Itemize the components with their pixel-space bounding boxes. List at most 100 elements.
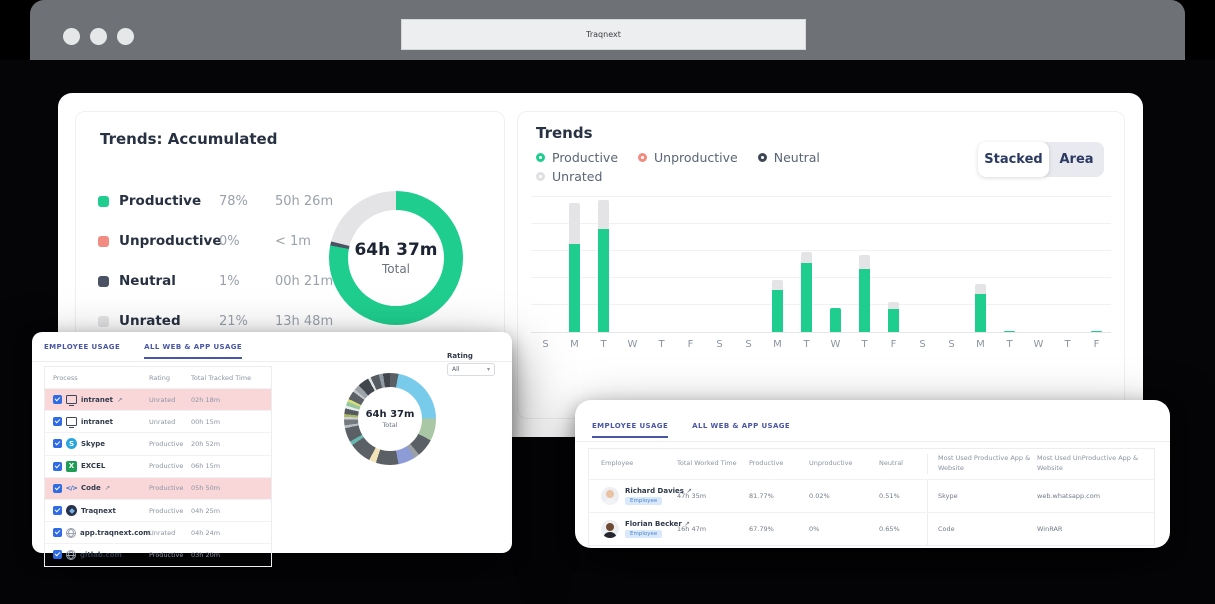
- bar-stack: [685, 196, 696, 332]
- bar-col[interactable]: M: [560, 196, 589, 350]
- legend-row: Unrated 21% 13h 48m: [98, 308, 333, 334]
- table-row[interactable]: intranet ↗ Unrated 02h 18m: [45, 388, 271, 411]
- legend-item-neutral[interactable]: Neutral: [757, 150, 820, 165]
- employee-table: Employee Total Worked Time Productive Unpro…: [588, 448, 1155, 546]
- process-cell: Traqnext: [45, 505, 149, 517]
- bar-col[interactable]: T: [1053, 196, 1082, 350]
- bar-col[interactable]: T: [589, 196, 618, 350]
- legend-time: 13h 48m: [275, 313, 334, 329]
- employee-tabs: EMPLOYEE USAGE ALL WEB & APP USAGE: [592, 422, 790, 438]
- bar-stack: [830, 196, 841, 332]
- stacked-button[interactable]: Stacked: [978, 142, 1049, 177]
- time-cell: 20h 52m: [191, 439, 221, 448]
- rating-filter-select[interactable]: All ▾: [447, 363, 495, 376]
- table-row[interactable]: app.traqnext.com Unrated 04h 24m: [45, 521, 271, 543]
- table-row[interactable]: </> Code ↗ Productive 05h 50m: [45, 476, 271, 499]
- x-axis-label: T: [658, 339, 665, 350]
- legend-label: Productive: [552, 150, 619, 165]
- checkbox-checked[interactable]: [53, 528, 62, 538]
- bar-stack: [859, 196, 870, 332]
- dashboard-panel: Trends: Accumulated Productive 78% 50h 26m…: [58, 93, 1143, 437]
- table-row[interactable]: Florian Becker ↗ Employee 16h 47m 67.79% 0% 0…: [589, 511, 1154, 545]
- checkbox-checked[interactable]: [53, 483, 62, 493]
- bar-col[interactable]: W: [1024, 196, 1053, 350]
- bar-col[interactable]: F: [879, 196, 908, 350]
- bar-col[interactable]: T: [647, 196, 676, 350]
- x-axis-label: W: [627, 339, 638, 350]
- table-row[interactable]: gitlab.com Productive 03h 20m: [45, 543, 271, 565]
- checkbox-checked[interactable]: [53, 439, 62, 449]
- bar-col[interactable]: T: [850, 196, 879, 350]
- x-axis-label: T: [861, 339, 868, 350]
- x-axis-label: W: [1033, 339, 1044, 350]
- column-header: Unproductive: [809, 458, 853, 467]
- checkbox-checked[interactable]: [53, 461, 62, 471]
- table-row[interactable]: intranet Unrated 00h 15m: [45, 410, 271, 432]
- bar-col[interactable]: S: [908, 196, 937, 350]
- time-cell: 02h 18m: [191, 395, 221, 404]
- legend-item-unrated[interactable]: Unrated: [536, 169, 602, 184]
- top-unproductive-cell: WinRAR: [1037, 524, 1063, 533]
- column-header: Employee: [601, 458, 634, 467]
- legend-item-productive[interactable]: Productive: [536, 150, 618, 165]
- column-header: Process: [53, 373, 78, 382]
- external-link-icon[interactable]: ↗: [116, 395, 123, 404]
- bar-col[interactable]: W: [618, 196, 647, 350]
- bar-stack: [569, 196, 580, 332]
- bar-col[interactable]: S: [937, 196, 966, 350]
- bar-col[interactable]: T: [792, 196, 821, 350]
- bar-segment-productive: [569, 243, 580, 332]
- checkbox-checked[interactable]: [53, 550, 62, 560]
- rating-filter-label: Rating: [447, 352, 473, 360]
- tab-usage-1[interactable]: ALL WEB & APP USAGE: [144, 343, 243, 359]
- legend-row: Unrated: [536, 167, 966, 186]
- accumulated-donut-chart: 64h 37m Total: [329, 191, 463, 325]
- tab-employee-1[interactable]: ALL WEB & APP USAGE: [692, 422, 791, 430]
- time-cell: 04h 24m: [191, 528, 221, 537]
- bar-segment-unrated: [801, 251, 812, 263]
- legend-time: < 1m: [275, 233, 311, 249]
- bar-col[interactable]: W: [821, 196, 850, 350]
- process-name: gitlab.com: [80, 550, 122, 559]
- bar-segment-unrated: [772, 280, 783, 290]
- legend-circle-icon: [536, 153, 545, 162]
- bar-col[interactable]: S: [531, 196, 560, 350]
- legend-label: Neutral: [773, 150, 820, 165]
- legend-percent: 0%: [219, 233, 240, 249]
- bar-col[interactable]: F: [1082, 196, 1111, 350]
- checkbox-checked[interactable]: [53, 506, 62, 516]
- bar-col[interactable]: S: [734, 196, 763, 350]
- bar-stack: [801, 196, 812, 332]
- bar-segment-productive: [1091, 330, 1102, 332]
- address-bar[interactable]: Traqnext: [401, 19, 806, 50]
- legend-item-unproductive[interactable]: Unproductive: [638, 150, 738, 165]
- top-unproductive-cell: web.whatsapp.com: [1037, 491, 1101, 500]
- tab-usage-0[interactable]: EMPLOYEE USAGE: [44, 343, 121, 351]
- bar-stack: [656, 196, 667, 332]
- legend-label: Unproductive: [654, 150, 738, 165]
- table-row[interactable]: S Skype Productive 20h 52m: [45, 432, 271, 454]
- x-axis-label: S: [745, 339, 752, 350]
- external-link-icon[interactable]: ↗: [104, 484, 111, 493]
- bar-col[interactable]: S: [705, 196, 734, 350]
- table-row[interactable]: Traqnext Productive 04h 25m: [45, 498, 271, 521]
- time-cell: 05h 50m: [191, 484, 221, 493]
- external-link-icon[interactable]: ↗: [686, 486, 692, 495]
- tab-employee-0[interactable]: EMPLOYEE USAGE: [592, 422, 669, 438]
- bar-col[interactable]: F: [676, 196, 705, 350]
- window-control-dot[interactable]: [90, 28, 107, 45]
- checkbox-checked[interactable]: [53, 417, 62, 427]
- window-control-dot[interactable]: [63, 28, 80, 45]
- window-control-dot[interactable]: [117, 28, 134, 45]
- table-row[interactable]: Richard Davies ↗ Employee 47h 35m 81.77% 0.0…: [589, 478, 1154, 512]
- bar-segment-productive: [975, 293, 986, 332]
- bar-col[interactable]: T: [995, 196, 1024, 350]
- bar-col[interactable]: M: [763, 196, 792, 350]
- process-cell: intranet: [45, 416, 149, 429]
- area-button[interactable]: Area: [1059, 152, 1094, 167]
- rating-cell: Productive: [149, 484, 184, 493]
- external-link-icon[interactable]: ↗: [684, 519, 690, 528]
- checkbox-checked[interactable]: [53, 395, 62, 405]
- bar-col[interactable]: M: [966, 196, 995, 350]
- table-row[interactable]: X EXCEL Productive 06h 15m: [45, 454, 271, 477]
